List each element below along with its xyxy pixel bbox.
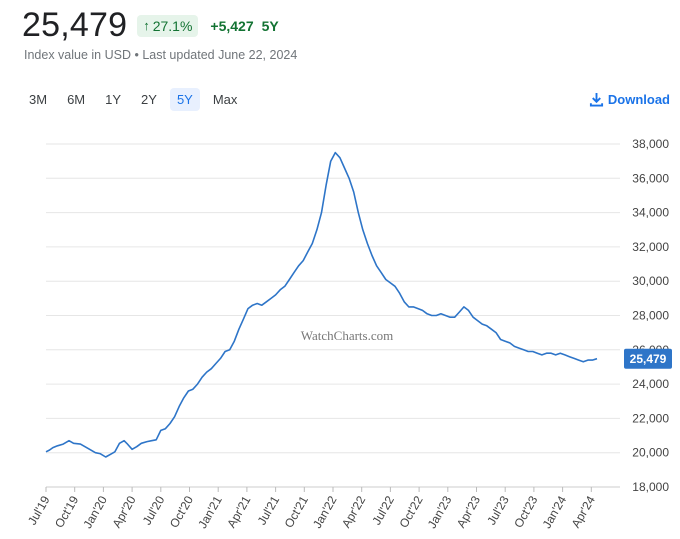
y-tick-label: 32,000 (632, 240, 669, 254)
y-tick-label: 18,000 (632, 480, 669, 494)
range-selector: 3M 6M 1Y 2Y 5Y Max (22, 88, 250, 111)
range-button-2y[interactable]: 2Y (141, 92, 157, 107)
percent-change-badge: ↑ 27.1% (137, 14, 199, 37)
y-tick-label: 20,000 (632, 446, 669, 460)
range-button-1y[interactable]: 1Y (105, 92, 122, 107)
header: 25,479 ↑ 27.1% +5,427 5Y (22, 6, 279, 45)
download-label: Download (607, 92, 670, 107)
x-tick-label: Jul'21 (255, 493, 283, 527)
x-tick-label: Jul'20 (140, 493, 168, 527)
x-tick-label: Oct'23 (511, 493, 540, 530)
download-icon (589, 92, 603, 107)
index-value: 25,479 (22, 6, 128, 44)
y-tick-label: 24,000 (632, 377, 669, 391)
current-value-label: 25,479 (630, 352, 667, 366)
x-tick-label: Jul'22 (369, 493, 397, 527)
percent-change-text: 27.1% (152, 17, 193, 34)
range-button-6m[interactable]: 6M (67, 92, 86, 107)
period-tag: 5Y (261, 17, 279, 34)
y-tick-label: 22,000 (632, 411, 669, 425)
x-tick-label: Jan'22 (310, 493, 340, 531)
subtitle: Index value in USD • Last updated June 2… (24, 48, 298, 62)
x-tick-label: Jul'23 (484, 493, 512, 527)
y-tick-label: 36,000 (632, 171, 669, 185)
range-button-3m[interactable]: 3M (29, 92, 48, 107)
x-tick-label: Oct'22 (396, 493, 425, 530)
series-line (45, 151, 598, 458)
x-tick-label: Jan'23 (425, 493, 455, 531)
x-tick-label: Oct'21 (282, 493, 311, 530)
y-tick-label: 38,000 (632, 137, 669, 151)
x-tick-label: Jul'19 (25, 493, 53, 527)
x-tick-label: Apr'22 (339, 493, 368, 530)
download-button[interactable]: Download (589, 92, 670, 107)
arrow-up-icon: ↑ (143, 18, 150, 33)
x-tick-label: Apr'23 (454, 493, 483, 530)
x-tick-label: Apr'21 (224, 493, 253, 530)
x-tick-label: Oct'20 (167, 493, 196, 530)
x-tick-label: Oct'19 (52, 493, 81, 530)
y-tick-label: 28,000 (632, 309, 669, 323)
x-tick-label: Jan'21 (195, 493, 225, 531)
x-tick-label: Jan'24 (540, 493, 570, 531)
absolute-change: +5,427 (210, 17, 254, 34)
x-tick-label: Apr'24 (569, 493, 598, 530)
y-tick-label: 34,000 (632, 206, 669, 220)
x-tick-label: Apr'20 (109, 493, 138, 530)
range-button-5y[interactable]: 5Y (169, 88, 200, 111)
y-tick-label: 30,000 (632, 274, 669, 288)
x-tick-label: Jan'20 (80, 493, 110, 531)
watermark: WatchCharts.com (301, 328, 393, 343)
range-button-max[interactable]: Max (212, 92, 238, 107)
current-value-box (624, 348, 672, 369)
